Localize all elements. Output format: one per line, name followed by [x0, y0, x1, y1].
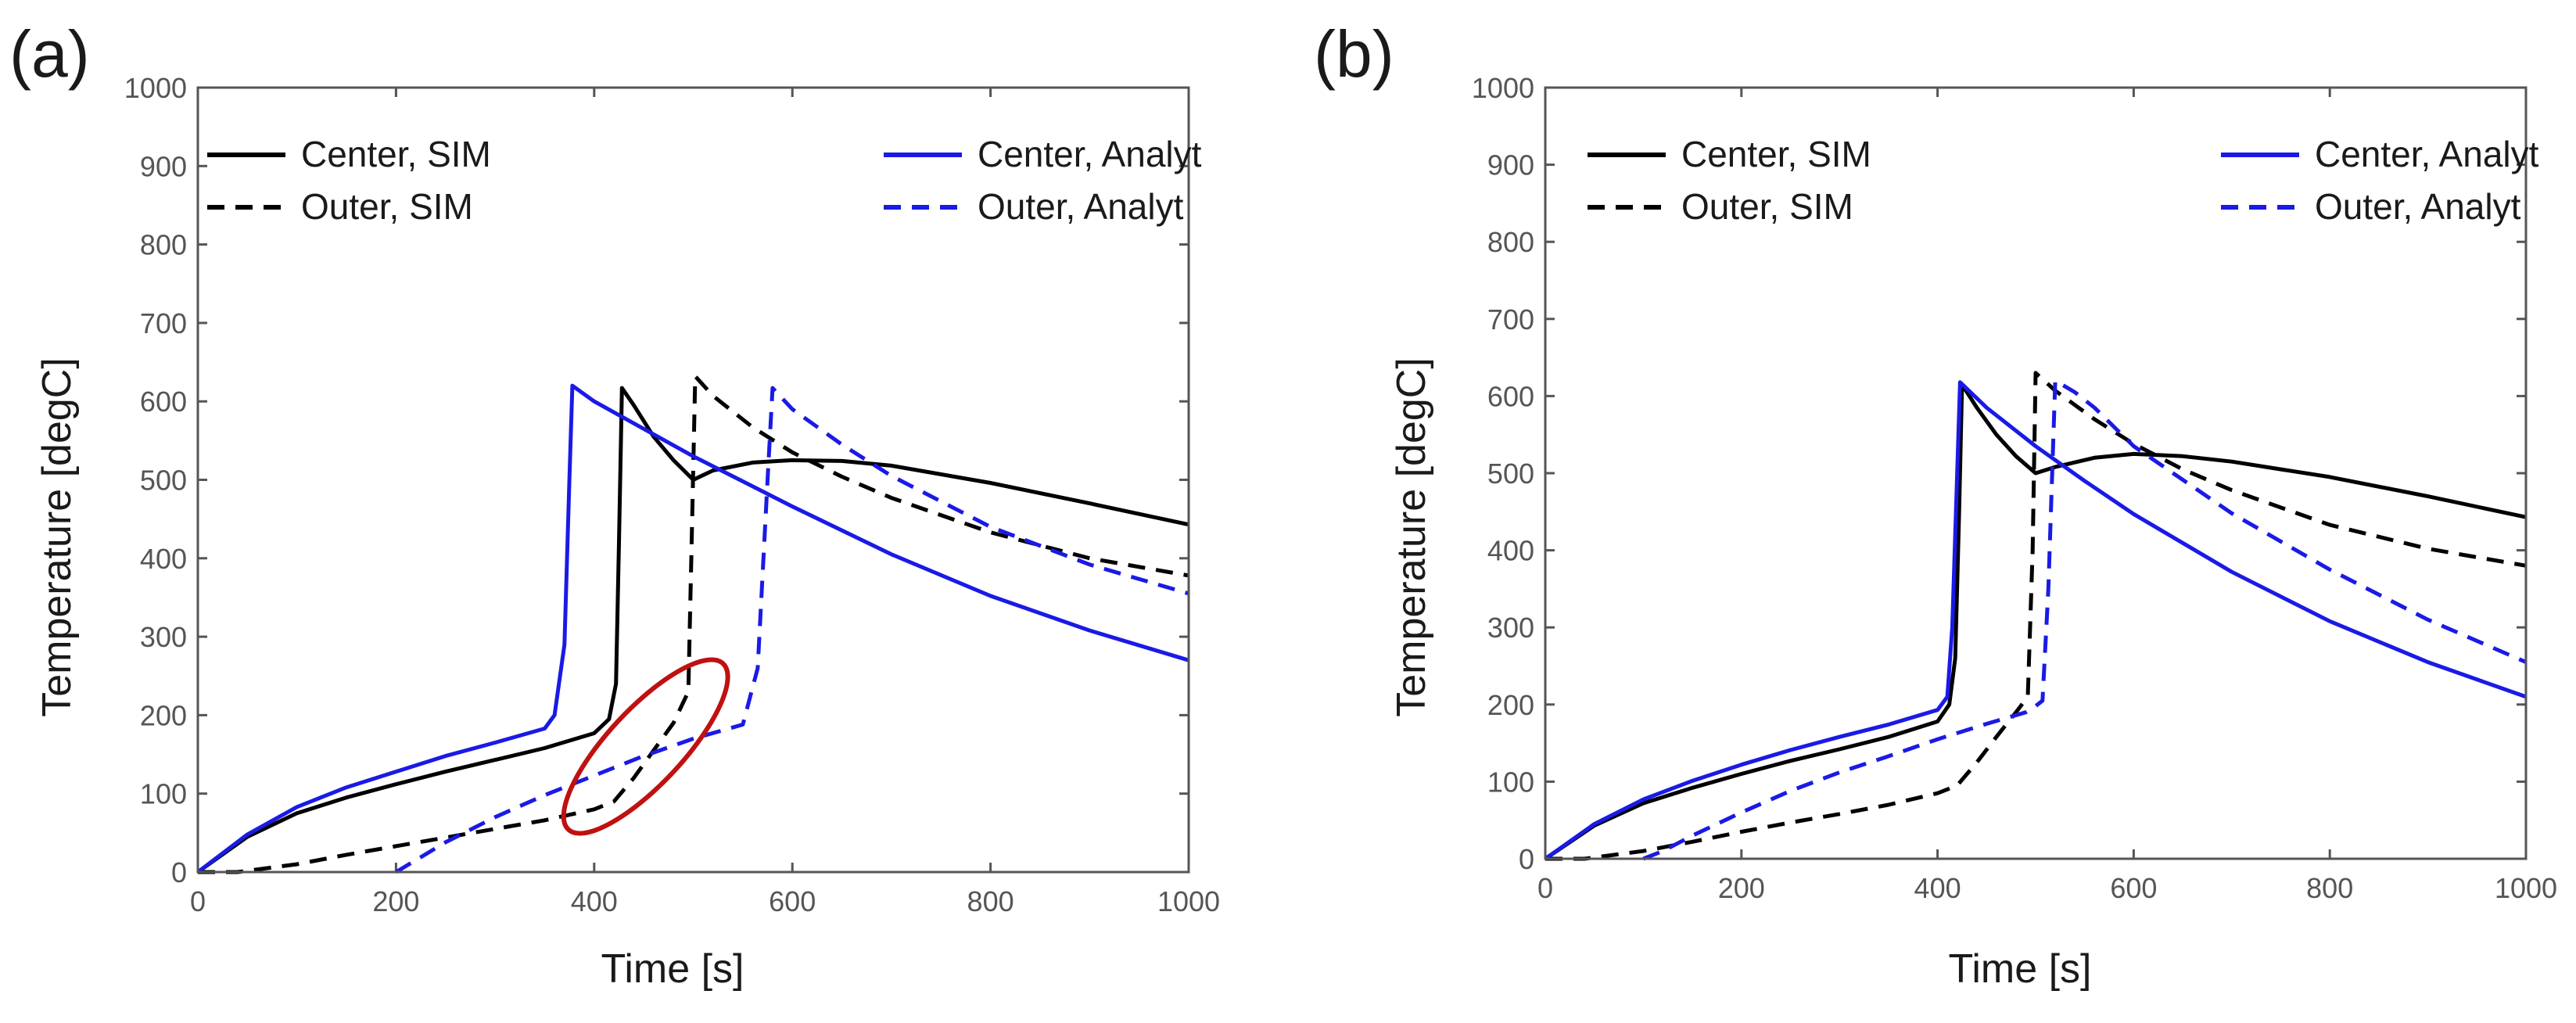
x-tick-label: 400	[571, 885, 618, 917]
series-line-center-analyt	[1544, 380, 2527, 861]
legend-label: Center, Analyt	[2315, 134, 2539, 174]
legend-label: Outer, SIM	[301, 186, 473, 227]
panel-label-b: (b)	[1314, 17, 1394, 91]
legend-label: Outer, SIM	[1681, 186, 1853, 227]
y-tick-label: 400	[1487, 535, 1534, 567]
y-tick-label: 300	[140, 621, 187, 653]
legend-label: Center, SIM	[301, 134, 491, 174]
y-tick-label: 0	[171, 856, 187, 888]
y-tick-label: 200	[1487, 689, 1534, 721]
legend-label: Center, SIM	[1681, 134, 1871, 174]
series-line-center-analyt	[196, 383, 1189, 874]
y-tick-label: 100	[1487, 766, 1534, 798]
legend-a: Center, SIM Outer, SIM Center, Analyt Outer…	[207, 134, 1202, 227]
y-tick-label: 200	[140, 699, 187, 731]
series-layer-a	[196, 374, 1189, 874]
y-tick-label: 100	[140, 778, 187, 810]
x-tick-label: 800	[967, 885, 1014, 917]
x-axis-title-b: Time [s]	[1949, 946, 2092, 992]
y-tick-label: 800	[140, 229, 187, 261]
x-tick-label: 600	[769, 885, 816, 917]
y-tick-label: 500	[1487, 458, 1534, 490]
series-line-outer-sim	[1545, 371, 2527, 861]
axes-frame-b	[1544, 86, 2528, 860]
y-axis-title-b: Temperature [degC]	[1389, 357, 1434, 717]
y-axis-title-a: Temperature [degC]	[34, 357, 80, 717]
x-tick-label: 600	[2110, 872, 2157, 904]
y-tick-label: 1000	[1472, 72, 1534, 104]
axis-ticks-a: 0 200 400 600 800 1000 0 100 200 300 400 500 600 700 8…	[124, 72, 1220, 917]
x-tick-label: 200	[1718, 872, 1765, 904]
y-tick-label: 400	[140, 543, 187, 575]
y-tick-label: 0	[1519, 843, 1534, 875]
legend-label: Center, Analyt	[978, 134, 1202, 174]
chart-panel-b: (b) Time [s] Temperature [degC] 0 200 400 6…	[1314, 17, 2557, 992]
x-tick-label: 1000	[1157, 885, 1220, 917]
chart-panel-a: (a) Time [s] Temperature [degC] 0 200 400 6…	[9, 17, 1220, 992]
x-tick-label: 0	[190, 885, 206, 917]
axis-ticks-b: 0 200 400 600 800 1000 0 100 200 300 400 500 600 700 8…	[1472, 72, 2557, 904]
panel-label-a: (a)	[9, 17, 90, 91]
legend-b: Center, SIM Outer, SIM Center, Analyt Outer…	[1588, 134, 2539, 227]
annotation-layer-a	[561, 657, 730, 836]
y-tick-label: 600	[1487, 380, 1534, 412]
x-tick-label: 800	[2306, 872, 2353, 904]
y-tick-label: 700	[1487, 303, 1534, 336]
x-tick-label: 400	[1914, 872, 1961, 904]
annotation-ellipse	[561, 657, 730, 836]
legend-label: Outer, Analyt	[978, 186, 1184, 227]
y-tick-label: 300	[1487, 612, 1534, 644]
legend-label: Outer, Analyt	[2315, 186, 2521, 227]
x-tick-label: 0	[1537, 872, 1553, 904]
y-tick-label: 500	[140, 465, 187, 497]
series-layer-b	[1544, 371, 2527, 861]
y-tick-label: 600	[140, 386, 187, 418]
y-tick-label: 900	[1487, 149, 1534, 181]
axes-frame-a	[196, 86, 1190, 874]
series-line-outer-analyt	[1642, 379, 2527, 861]
y-tick-label: 800	[1487, 226, 1534, 258]
series-line-outer-analyt	[395, 386, 1189, 874]
x-tick-label: 1000	[2495, 872, 2557, 904]
series-line-center-sim	[196, 386, 1189, 874]
y-tick-label: 700	[140, 307, 187, 339]
y-tick-label: 1000	[124, 72, 187, 104]
y-tick-label: 900	[140, 150, 187, 182]
x-axis-title-a: Time [s]	[601, 946, 744, 992]
x-tick-label: 200	[372, 885, 419, 917]
